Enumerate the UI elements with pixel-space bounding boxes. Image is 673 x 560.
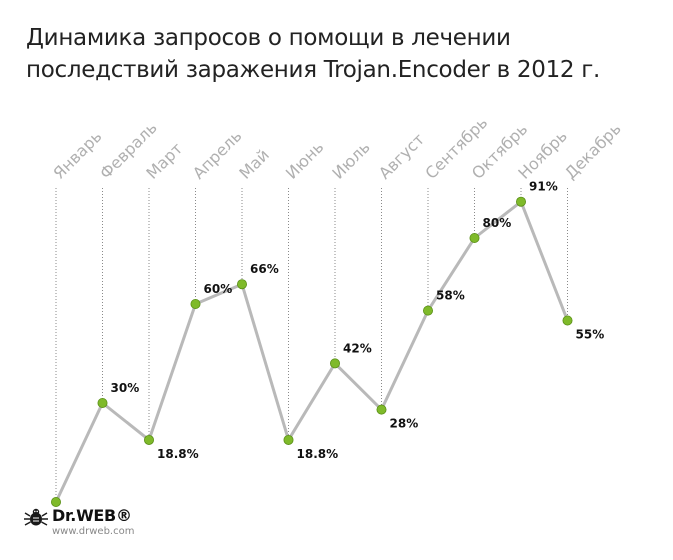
chart-title-line-1: Динамика запросов о помощи в лечении	[26, 25, 511, 51]
value-label-10: 80%	[483, 216, 512, 230]
data-point-7	[329, 358, 340, 369]
data-point-9	[422, 305, 433, 316]
data-point-1	[51, 496, 62, 507]
data-point-12	[562, 315, 573, 326]
value-label-12: 55%	[576, 328, 605, 342]
month-label-4: Апрель	[189, 126, 246, 183]
value-label-5: 66%	[250, 262, 279, 276]
data-point-6	[283, 434, 294, 445]
logo-brand: Dr.WEB®	[52, 506, 132, 525]
data-point-3	[143, 434, 154, 445]
month-label-1: Январь	[49, 127, 105, 183]
chart-title-line-2: последствий заражения Trojan.Encoder в 2…	[26, 57, 601, 83]
spider-logo-icon	[24, 508, 48, 526]
month-label-5: Май	[235, 145, 272, 182]
value-label-3: 18.8%	[157, 447, 199, 461]
chart-title: Динамика запросов о помощи в лечении пос…	[26, 22, 656, 86]
data-point-10	[469, 232, 480, 243]
value-label-7: 42%	[343, 341, 372, 355]
data-point-4	[190, 298, 201, 309]
month-label-6: Июнь	[282, 137, 327, 182]
series-line	[54, 200, 569, 503]
month-label-12: Декабрь	[561, 119, 625, 183]
data-point-11	[516, 196, 527, 207]
data-point-2	[97, 397, 108, 408]
value-label-4: 60%	[204, 282, 233, 296]
logo-url: www.drweb.com	[52, 526, 135, 537]
month-label-3: Март	[142, 139, 186, 183]
data-point-8	[376, 404, 387, 415]
drweb-logo: Dr.WEB® www.drweb.com	[24, 506, 154, 552]
data-point-5	[236, 279, 247, 290]
value-label-9: 58%	[436, 289, 465, 303]
value-label-2: 30%	[111, 381, 140, 395]
value-label-11: 91%	[529, 180, 558, 194]
month-label-8: Август	[375, 130, 428, 183]
value-label-6: 18.8%	[297, 447, 339, 461]
month-label-7: Июль	[328, 138, 373, 183]
value-label-8: 28%	[390, 417, 419, 431]
